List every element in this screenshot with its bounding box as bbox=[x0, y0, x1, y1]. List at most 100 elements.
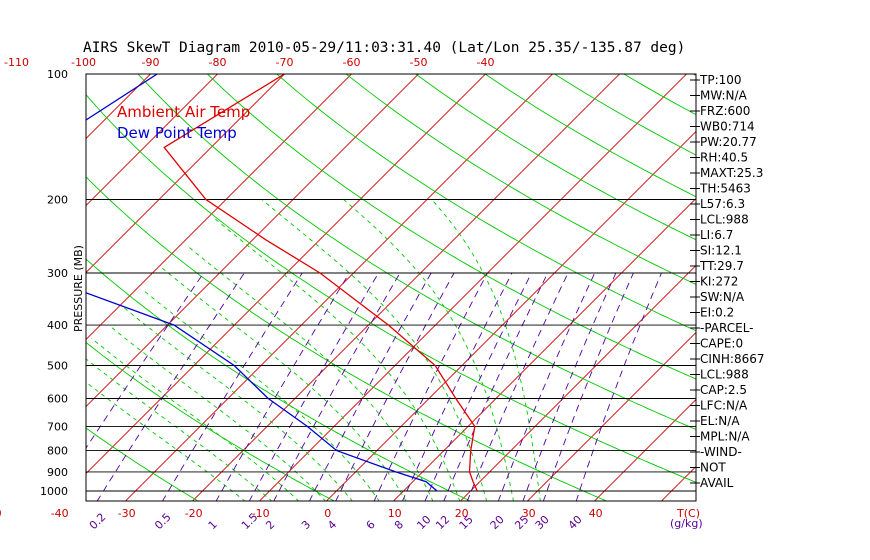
legend-ambient-air-temp: Ambient Air Temp bbox=[117, 103, 250, 121]
mixing-ratio-label: 1 bbox=[206, 518, 220, 532]
moist-adiabat-line bbox=[108, 324, 326, 501]
mixing-ratio-unit: (g/kg) bbox=[670, 517, 703, 530]
mixing-ratio-label: 4 bbox=[325, 518, 339, 532]
mixing-ratio-line bbox=[373, 272, 488, 501]
mixing-ratio-line bbox=[401, 272, 513, 501]
top-temperature-tick-label: -60 bbox=[343, 56, 361, 69]
mixing-ratio-line bbox=[542, 272, 634, 501]
top-temperature-tick-labels: -120-110-100-90-80-70-60-50-40 bbox=[4, 56, 494, 69]
series-line-0 bbox=[163, 74, 478, 492]
pressure-tick-label: 600 bbox=[47, 393, 68, 406]
mixing-ratio-line bbox=[466, 272, 569, 501]
top-temperature-tick-label: -90 bbox=[142, 56, 160, 69]
mixing-ratio-line bbox=[335, 272, 455, 501]
isotherm-line bbox=[660, 465, 696, 501]
mixing-ratio-line bbox=[215, 272, 350, 501]
top-temperature-tick-label: -50 bbox=[410, 56, 428, 69]
isotherm-line bbox=[86, 74, 487, 475]
isotherm-line bbox=[86, 74, 152, 140]
pressure-tick-label: 200 bbox=[47, 194, 68, 207]
bottom-temperature-tick-label: -30 bbox=[118, 507, 136, 520]
bottom-temperature-tick-label: 0 bbox=[324, 507, 331, 520]
bottom-temperature-tick-label: -10 bbox=[252, 507, 270, 520]
plot-frame bbox=[85, 73, 697, 502]
pressure-tick-label: 500 bbox=[47, 360, 68, 373]
sounding-profiles bbox=[86, 74, 478, 492]
isotherm-line bbox=[86, 74, 286, 274]
mixing-ratio-line bbox=[308, 272, 432, 501]
mixing-ratio-label: 12 bbox=[433, 513, 452, 532]
dry-adiabat-line bbox=[137, 74, 696, 430]
index-item: TP:100 bbox=[699, 73, 742, 87]
bottom-temperature-tick-label: 20 bbox=[455, 507, 469, 520]
pressure-tick-label: 400 bbox=[47, 319, 68, 332]
index-item: SW:N/A bbox=[700, 290, 745, 304]
mixing-ratio-line bbox=[497, 272, 596, 501]
mixing-ratio-labels: 0.2 0.5 1 1.5 2 3 4 6 8 10 12 15 20 25 30 40 bbox=[87, 511, 585, 533]
index-item: TT:29.7 bbox=[699, 259, 744, 273]
isotherm-line bbox=[258, 74, 688, 501]
index-item: MW:N/A bbox=[700, 89, 748, 103]
y-axis-label: PRESSURE (MB) bbox=[72, 245, 85, 332]
mixing-ratio-line bbox=[522, 272, 617, 501]
index-item: AVAIL bbox=[700, 476, 734, 490]
x-axis-label: T(C) bbox=[676, 507, 700, 520]
mixing-ratio-line bbox=[248, 272, 379, 501]
moist-adiabat-line bbox=[261, 199, 488, 501]
mixing-ratio-label: 10 bbox=[414, 513, 433, 532]
index-item: MPL:N/A bbox=[700, 430, 750, 444]
pressure-tick-label: 900 bbox=[47, 466, 68, 479]
moist-adiabat-line bbox=[212, 216, 461, 501]
index-item: PW:20.77 bbox=[700, 135, 757, 149]
index-item: EI:0.2 bbox=[700, 306, 734, 320]
legend-dew-point-temp: Dew Point Temp bbox=[117, 124, 237, 142]
mixing-ratio-label: 3 bbox=[299, 518, 313, 532]
mixing-ratio-label: 0.2 bbox=[87, 511, 109, 533]
moist-adiabat-line bbox=[121, 305, 353, 501]
moist-adiabat-line bbox=[86, 381, 246, 501]
dry-adiabat-line bbox=[0, 65, 63, 502]
top-temperature-tick-label: -70 bbox=[276, 56, 294, 69]
dry-adiabat-line bbox=[86, 176, 608, 501]
pressure-tick-label: 1000 bbox=[40, 485, 68, 498]
index-item: KI:272 bbox=[700, 275, 738, 289]
moist-adiabat-line bbox=[431, 199, 541, 501]
moist-adiabat-line bbox=[160, 266, 407, 501]
isotherm-line bbox=[392, 197, 696, 501]
index-item: CINH:8667 bbox=[700, 352, 765, 366]
index-item: LCL:988 bbox=[700, 368, 749, 382]
index-item: EL:N/A bbox=[700, 414, 740, 428]
isotherm-line bbox=[86, 74, 219, 207]
mixing-ratio-line bbox=[96, 272, 245, 501]
mixing-ratio-line bbox=[424, 272, 532, 501]
isotherm-line bbox=[459, 264, 696, 501]
mixing-ratio-label: 40 bbox=[566, 513, 585, 532]
pressure-tick-label: 100 bbox=[47, 68, 68, 81]
index-item: LI:6.7 bbox=[700, 228, 733, 242]
mixing-ratio-label: 2 bbox=[263, 518, 277, 532]
index-item: RH:40.5 bbox=[700, 151, 748, 165]
moist-adiabat-line bbox=[143, 289, 380, 501]
top-temperature-tick-label: -80 bbox=[209, 56, 227, 69]
isotherm-line bbox=[86, 74, 353, 341]
isotherm-line bbox=[526, 331, 696, 501]
mixing-ratio-line bbox=[575, 272, 662, 501]
index-item: WB0:714 bbox=[700, 120, 755, 134]
bottom-temperature-tick-label: -50 bbox=[0, 507, 2, 520]
isotherm-line bbox=[124, 74, 554, 501]
mixing-ratio-label: 0.5 bbox=[152, 511, 174, 533]
bottom-temperature-tick-label: 30 bbox=[522, 507, 536, 520]
mixing-ratio-line bbox=[162, 272, 303, 501]
pressure-tick-label: 700 bbox=[47, 420, 68, 433]
pressure-tick-label: 300 bbox=[47, 267, 68, 280]
index-item: CAP:2.5 bbox=[700, 383, 747, 397]
index-item: MAXT:25.3 bbox=[700, 166, 763, 180]
mixing-ratio-line bbox=[443, 272, 549, 501]
index-item: NOT bbox=[700, 461, 726, 475]
dry-adiabat-line bbox=[206, 74, 696, 380]
mixing-ratio-line bbox=[86, 272, 204, 449]
series-line-1 bbox=[86, 74, 438, 492]
index-item: LCL:988 bbox=[700, 213, 749, 227]
index-item: -WIND- bbox=[700, 445, 742, 459]
